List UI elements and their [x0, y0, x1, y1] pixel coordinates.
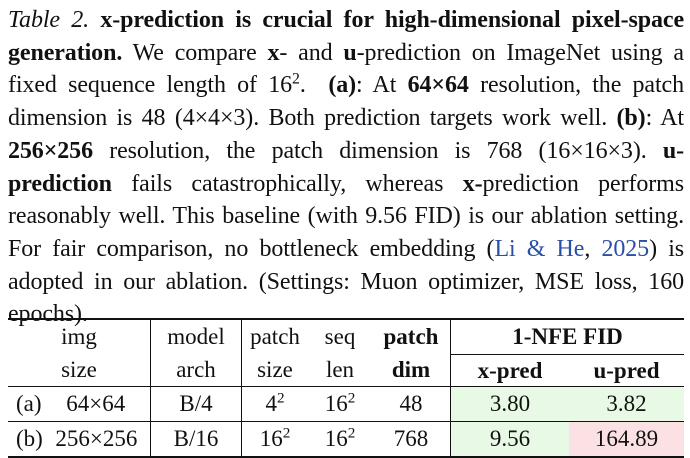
row-label-img: (b) 256×256 [8, 421, 151, 458]
caption-text: resolution, the patch dimension is 768 (… [109, 137, 647, 164]
caption-u-pred: u-prediction [8, 137, 684, 197]
cell-u-pred: 164.89 [569, 421, 684, 458]
caption-text: - and [279, 39, 333, 66]
caption-text: . [299, 72, 306, 99]
caption-text: We compare [132, 39, 257, 66]
table-row: (a) 64×64 B/4 42 162 48 3.80 3.82 [8, 386, 684, 422]
table-caption: Table 2. x-prediction is crucial for hig… [8, 4, 684, 331]
col-header-patch-2: size [257, 357, 293, 383]
citation-author-link[interactable]: Li & He [494, 235, 585, 262]
cell-patch-dim: 768 [372, 421, 451, 458]
caption-res-a: 64×64 [407, 72, 469, 99]
cell-patch-size: 42 [241, 386, 308, 422]
col-header-patch-dim: patch [372, 318, 451, 355]
col-header-x-pred: x-pred [477, 357, 543, 383]
caption-text: : At [645, 105, 685, 132]
row-label: (a) [16, 391, 42, 416]
caption-text: -prediction on ImageNet using a fixed se… [8, 39, 684, 99]
caption-b-label: (b) [616, 105, 646, 132]
caption-x-pred: x- [462, 170, 483, 197]
header-row-1: img model patch seq patch 1-NFE FID [8, 318, 684, 355]
cell-u-pred: 3.82 [569, 386, 684, 422]
col-header-patch: patch [241, 318, 308, 355]
cell-x-pred: 3.80 [450, 386, 569, 422]
caption-a-label: (a) [328, 72, 356, 99]
caption-text: resolution, the patch dimension is 48 (4… [8, 72, 685, 132]
col-header-fid: 1-NFE FID [450, 318, 684, 355]
caption-text: fails catastrophically, whereas [131, 170, 444, 197]
results-table: img model patch seq patch 1-NFE FID size… [8, 318, 684, 458]
row-label: (b) [16, 426, 43, 451]
cell-seq-len: 162 [308, 386, 372, 422]
col-header-model: model [150, 318, 242, 355]
caption-text: ) is adopted in our ablation. (Settings:… [8, 235, 685, 328]
cell-img-size: 256×256 [55, 426, 138, 451]
header-row-2: size arch size len dim x-pred u-pred [8, 354, 684, 387]
caption-label: Table 2. [8, 7, 90, 33]
cell-patch-dim: 48 [372, 386, 451, 422]
caption-text: prediction performs reasonably well. Thi… [8, 170, 684, 262]
caption-text: : At [356, 72, 397, 99]
col-header-seq: seq [308, 318, 372, 355]
col-header-img: img [8, 318, 151, 355]
col-header-dim-2: dim [372, 354, 451, 387]
caption-u: u [343, 39, 357, 66]
table-row: (b) 256×256 B/16 162 162 768 9.56 164.89 [8, 421, 684, 458]
caption-x: x [267, 39, 280, 66]
caption-text: , [584, 235, 591, 262]
cell-x-pred: 9.56 [450, 421, 569, 458]
caption-exponent: 2 [292, 70, 300, 88]
caption-res-b: 256×256 [8, 137, 93, 164]
caption-title: x-prediction is crucial for high-dimensi… [8, 7, 684, 66]
cell-img-size: 64×64 [66, 391, 126, 416]
citation-year-link[interactable]: 2025 [601, 235, 650, 262]
col-header-u-pred: u-pred [593, 357, 660, 383]
col-header-seq-2: len [325, 357, 355, 383]
cell-seq-len: 162 [308, 421, 372, 458]
col-header-model-2: arch [150, 354, 242, 387]
cell-arch: B/4 [150, 386, 242, 422]
cell-patch-size: 162 [241, 421, 308, 458]
col-header-img-2: size [8, 354, 151, 387]
cell-arch: B/16 [150, 421, 242, 458]
row-label-img: (a) 64×64 [8, 386, 151, 422]
